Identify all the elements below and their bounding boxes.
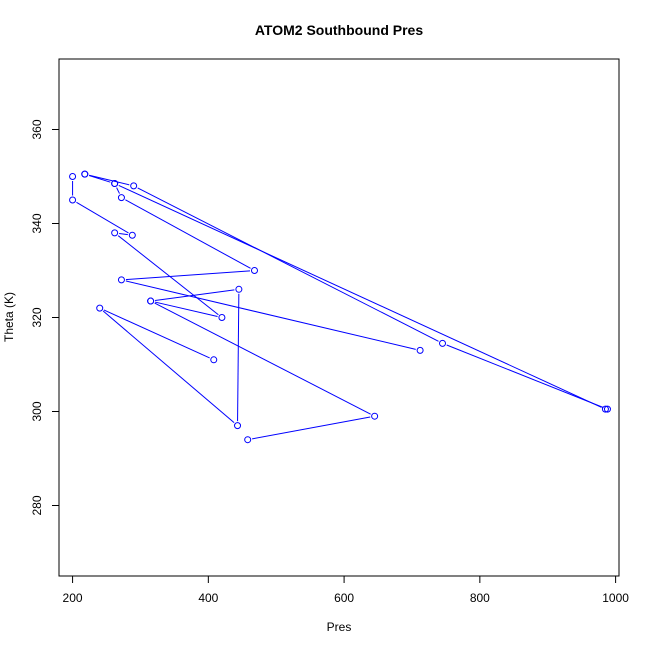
data-point <box>439 339 447 347</box>
y-tick-label: 280 <box>30 495 44 515</box>
data-point <box>147 297 155 305</box>
series-lines <box>72 174 604 440</box>
data-point <box>210 356 218 364</box>
chart-title: ATOM2 Southbound Pres <box>255 22 423 38</box>
x-axis: 200 400 600 800 1000 <box>63 575 629 605</box>
series-segment <box>103 309 210 359</box>
y-tick-label: 340 <box>30 213 44 233</box>
series-segment <box>237 293 240 422</box>
series-segment <box>88 175 111 183</box>
series-segment <box>125 270 251 281</box>
data-point <box>69 173 77 180</box>
plot-frame <box>58 58 620 577</box>
series-segment <box>252 416 371 440</box>
data-point <box>416 346 424 354</box>
series-segment <box>154 301 218 317</box>
data-point <box>234 422 242 430</box>
series-segment <box>155 289 235 301</box>
y-tick-label: 360 <box>30 119 44 139</box>
x-tick-label: 400 <box>198 591 218 605</box>
series-segment <box>125 280 416 350</box>
data-point <box>81 170 89 178</box>
series-segment <box>446 344 604 408</box>
data-point <box>250 267 258 274</box>
data-point <box>244 436 252 444</box>
y-tick-label: 320 <box>30 307 44 327</box>
data-point <box>69 196 77 204</box>
series-segment <box>154 302 371 415</box>
x-axis-label: Pres <box>327 620 352 634</box>
data-point <box>111 229 119 237</box>
data-point <box>601 405 609 413</box>
series-segment <box>118 184 602 408</box>
series-segment <box>119 232 128 236</box>
data-point <box>96 304 104 312</box>
x-tick-label: 200 <box>63 591 83 605</box>
series-segment <box>89 174 130 186</box>
data-point <box>235 285 243 293</box>
data-point <box>371 412 379 420</box>
series-points <box>69 170 611 444</box>
data-point <box>111 180 119 188</box>
x-tick-label: 1000 <box>602 591 629 605</box>
series-segment <box>125 199 251 269</box>
series-segment <box>116 187 120 194</box>
data-point <box>130 182 138 190</box>
y-tick-label: 300 <box>30 401 44 421</box>
y-axis: 280 300 320 340 360 <box>30 119 60 516</box>
y-axis-label: Theta (K) <box>2 292 16 342</box>
data-point <box>218 314 226 321</box>
x-tick-label: 800 <box>470 591 490 605</box>
data-point <box>117 276 125 284</box>
data-point <box>117 194 125 202</box>
series-segment <box>117 235 219 316</box>
series-segment <box>76 201 129 234</box>
data-point <box>128 231 136 239</box>
series-segment <box>102 310 235 424</box>
series-segment <box>137 187 439 342</box>
data-point <box>603 405 611 413</box>
x-tick-label: 600 <box>334 591 354 605</box>
